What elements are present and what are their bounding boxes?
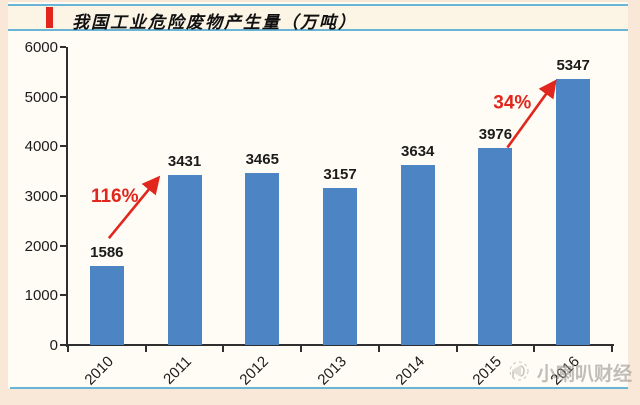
bar	[167, 174, 202, 345]
x-axis-tick	[611, 346, 613, 352]
bar	[89, 266, 124, 345]
x-axis-tick	[455, 346, 458, 352]
x-axis-tick	[533, 346, 536, 352]
trumpet-icon	[509, 361, 529, 381]
title-band: 我国工业危险废物产生量（万吨）	[8, 4, 628, 32]
bar-value-label: 5347	[556, 57, 590, 75]
y-axis-label: 2000	[24, 237, 58, 255]
bar	[323, 188, 357, 345]
bar	[400, 164, 435, 345]
y-axis-label: 0	[49, 337, 58, 354]
y-axis-label: 6000	[24, 39, 58, 56]
y-axis-tick	[60, 145, 66, 148]
x-axis-label: 2014	[392, 353, 428, 389]
growth-label: 116%	[91, 186, 139, 207]
bar	[245, 172, 280, 345]
y-axis-label: 5000	[24, 88, 58, 106]
y-axis	[66, 47, 68, 347]
bar	[556, 79, 591, 345]
x-axis-label: 2010	[81, 353, 117, 389]
x-axis-label: 2015	[469, 353, 506, 389]
watermark: 小喇叭财经	[508, 357, 638, 387]
growth-arrow	[107, 175, 161, 240]
watermark-text: 小喇叭财经	[537, 363, 633, 385]
y-axis-label: 3000	[24, 188, 58, 205]
y-axis-tick	[60, 294, 66, 297]
x-axis-tick	[144, 346, 147, 352]
x-axis-label: 2012	[236, 353, 273, 389]
x-axis-label: 2013	[314, 353, 351, 389]
x-axis-tick	[67, 346, 69, 352]
bar-value-label: 3157	[323, 166, 357, 184]
y-axis-tick	[60, 95, 66, 98]
bar	[478, 147, 513, 345]
bar-value-label: 3634	[401, 142, 435, 160]
y-axis-label: 4000	[24, 138, 58, 156]
title-accent-bar	[46, 7, 53, 28]
bottom-rule	[10, 387, 628, 389]
x-axis-label: 2011	[159, 353, 195, 388]
bar-value-label: 3431	[167, 152, 202, 170]
x-axis-tick	[377, 346, 380, 352]
y-axis-tick	[60, 195, 66, 197]
x-axis-tick	[222, 346, 225, 352]
x-axis-tick	[300, 346, 303, 352]
chart-title: 我国工业危险废物产生量（万吨）	[72, 13, 357, 32]
x-axis	[66, 344, 614, 346]
bar-value-label: 3465	[245, 150, 279, 168]
bar-value-label: 3976	[478, 125, 513, 143]
y-axis-label: 1000	[24, 287, 58, 305]
y-axis-tick	[60, 46, 66, 48]
y-axis-tick	[60, 344, 66, 346]
y-axis-tick	[60, 244, 66, 247]
bar-value-label: 1586	[90, 244, 124, 262]
growth-label: 34%	[493, 92, 531, 113]
